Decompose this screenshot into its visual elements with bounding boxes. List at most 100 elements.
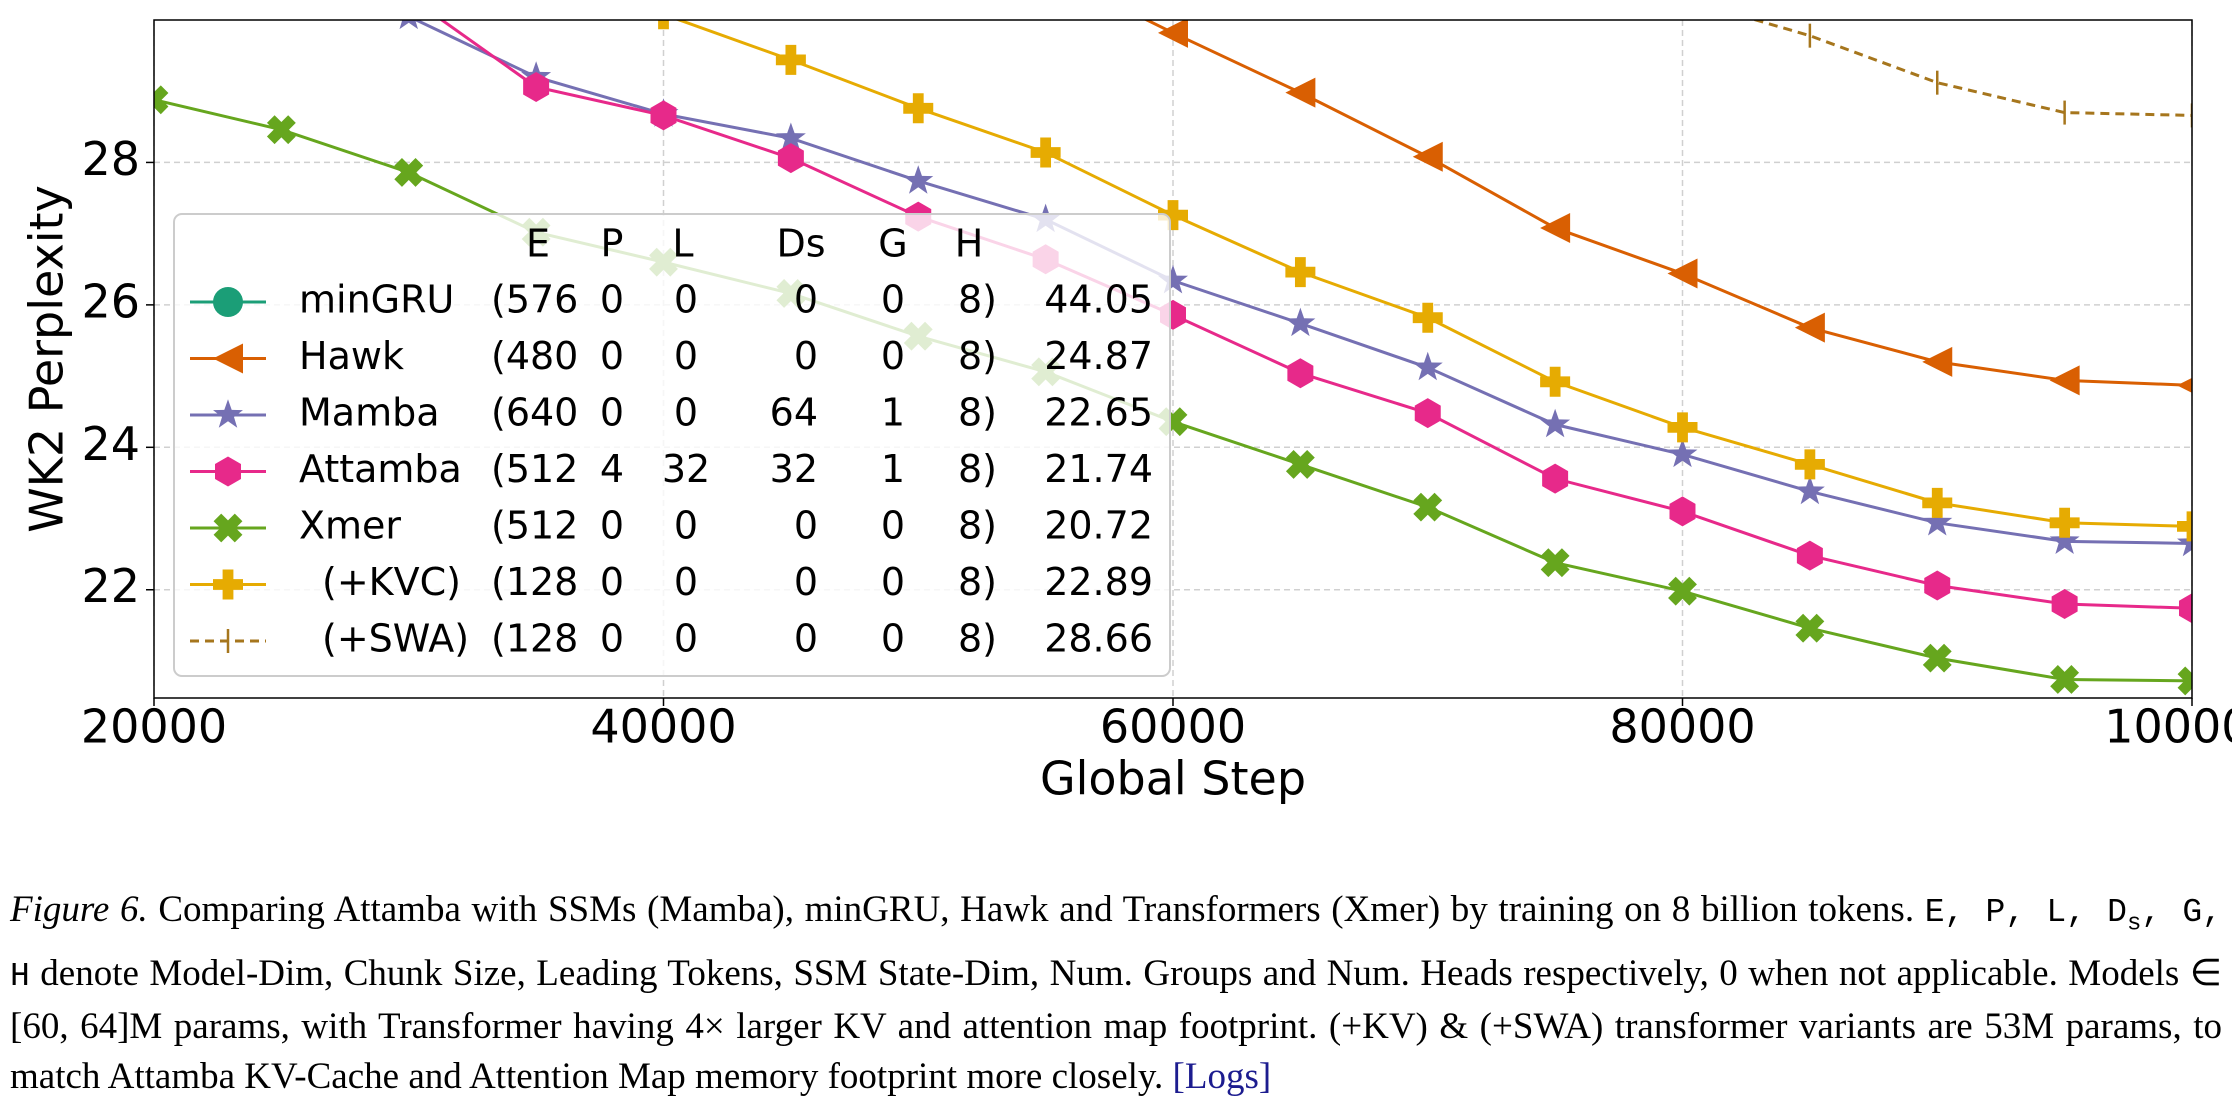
marker (2049, 507, 2080, 538)
marker (658, 20, 669, 30)
legend-header: Ds (776, 222, 825, 266)
legend-cell: 0 (794, 334, 818, 378)
marker (1414, 398, 1441, 429)
marker (1794, 449, 1825, 480)
y-tick-label: 26 (81, 274, 140, 328)
y-tick-label: 24 (81, 417, 140, 471)
series-line (1750, 20, 2192, 117)
legend-cell: 0 (674, 504, 698, 548)
marker (213, 569, 243, 600)
marker (1412, 141, 1443, 172)
legend-label: Xmer (299, 504, 401, 548)
marker (154, 85, 169, 115)
marker (396, 0, 422, 11)
marker (2177, 377, 2192, 393)
legend-cell: 0 (600, 334, 624, 378)
marker (2049, 365, 2080, 396)
series-line (1143, 20, 2192, 387)
legend-cell: 0 (674, 617, 698, 661)
marker (394, 157, 424, 187)
legend-cell: (480 (491, 334, 578, 378)
marker (903, 165, 934, 194)
marker (1796, 540, 1823, 571)
legend-cell: (512 (491, 447, 578, 491)
legend-cell: 28.66 (1044, 617, 1153, 661)
marker (2179, 593, 2192, 624)
marker (1922, 643, 1952, 673)
marker (903, 93, 934, 124)
marker (1540, 408, 1571, 438)
marker (1922, 507, 1953, 536)
legend-cell: 22.89 (1044, 560, 1153, 604)
legend-cell: 0 (881, 617, 905, 661)
marker (1285, 307, 1316, 337)
legend-cell: 0 (881, 504, 905, 548)
legend-header: L (672, 222, 693, 266)
marker (1669, 496, 1696, 527)
x-tick-label: 60000 (1100, 700, 1246, 754)
marker (213, 513, 243, 543)
marker (213, 399, 243, 428)
legend-label: Hawk (299, 334, 404, 378)
caption-text: denote Model-Dim, Chunk Size, Leading To… (10, 953, 2222, 1098)
legend-label: (+SWA) (322, 617, 469, 661)
x-tick-label: 80000 (1609, 700, 1755, 754)
legend-cell: 1 (881, 447, 905, 491)
legend-cell: 21.74 (1044, 447, 1153, 491)
marker (775, 44, 806, 75)
legend-cell: 0 (881, 334, 905, 378)
marker (1412, 351, 1443, 381)
marker (1030, 137, 1061, 168)
marker (1794, 475, 1825, 505)
marker (1285, 257, 1316, 288)
legend-cell: 8) (958, 334, 997, 378)
legend-cell: (512 (491, 504, 578, 548)
legend-cell: 4 (600, 447, 624, 491)
chart: WK2 Perplexity Global Step 20000 40000 600… (20, 0, 2232, 806)
legend-cell: 64 (770, 391, 818, 435)
marker (1667, 258, 1698, 289)
marker (1922, 346, 1953, 377)
marker (213, 287, 243, 317)
legend-label: Attamba (299, 447, 462, 491)
y-tick-label: 28 (81, 132, 140, 186)
marker (1795, 613, 1825, 643)
marker (650, 100, 677, 131)
legend-cell: 24.87 (1044, 334, 1153, 378)
legend-cell: 0 (674, 391, 698, 435)
marker (1285, 77, 1316, 108)
marker (215, 456, 241, 487)
x-tick-label: 40000 (590, 700, 736, 754)
legend-cell: 0 (794, 278, 818, 322)
x-tick-label: 20000 (81, 700, 227, 754)
marker (2177, 527, 2192, 557)
logs-link[interactable]: [Logs] (1172, 1056, 1272, 1098)
marker (213, 343, 243, 374)
marker (2051, 588, 2078, 619)
plot-frame (153, 19, 2193, 699)
legend-cell: 8) (958, 617, 997, 661)
legend-cell: 8) (958, 447, 997, 491)
caption-symbols: E, P, L, D (1924, 894, 2127, 931)
marker (1540, 548, 1570, 578)
marker (1922, 487, 1953, 518)
marker (2177, 511, 2192, 542)
caption: Figure 6. Comparing Attamba with SSMs (M… (10, 885, 2222, 1102)
legend-cell: 8) (958, 560, 997, 604)
legend-cell: 44.05 (1044, 278, 1153, 322)
marker (1158, 20, 1188, 48)
legend-label: minGRU (299, 278, 454, 322)
legend-cell: 0 (600, 560, 624, 604)
legend-cell: 0 (794, 560, 818, 604)
y-tick-label: 22 (81, 559, 140, 613)
marker (1413, 492, 1443, 522)
legend-label: Mamba (299, 391, 440, 435)
legend-header: G (878, 222, 907, 266)
marker (2050, 665, 2080, 694)
marker (1540, 366, 1571, 397)
marker (775, 122, 806, 151)
legend-label: (+KVC) (322, 560, 461, 604)
legend-cell: (576 (491, 278, 578, 322)
legend-cell: (128 (491, 560, 578, 604)
